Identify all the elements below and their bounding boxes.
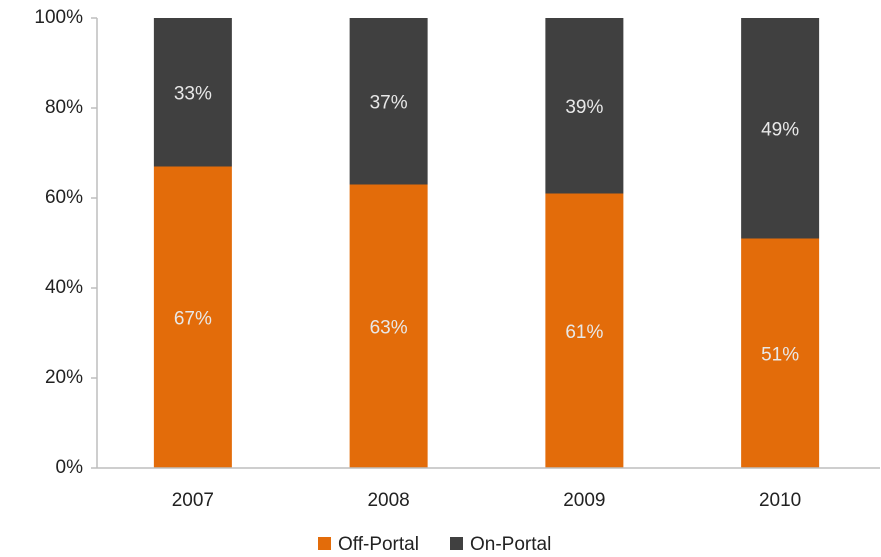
data-label: 67% — [174, 308, 212, 329]
x-tick-label: 2010 — [759, 490, 801, 511]
data-label: 39% — [565, 97, 603, 118]
data-label: 63% — [370, 317, 408, 338]
data-label: 49% — [761, 119, 799, 140]
legend-label: On-Portal — [470, 534, 551, 555]
legend-swatch — [450, 537, 463, 550]
data-label: 37% — [370, 92, 408, 113]
y-tick-label: 0% — [56, 457, 84, 478]
bar-segment — [153, 18, 232, 167]
data-label: 51% — [761, 344, 799, 365]
bar-segment — [741, 18, 820, 239]
y-tick-label: 40% — [45, 277, 83, 298]
x-tick-label: 2007 — [172, 490, 214, 511]
y-tick-label: 80% — [45, 97, 83, 118]
x-tick-label: 2008 — [367, 490, 409, 511]
bar-segment — [349, 18, 428, 185]
bar-segment — [545, 193, 624, 468]
y-tick-label: 60% — [45, 187, 83, 208]
data-label: 61% — [565, 322, 603, 343]
y-tick-label: 20% — [45, 367, 83, 388]
bar-segment — [545, 18, 624, 194]
y-tick-label: 100% — [34, 7, 83, 28]
data-label: 33% — [174, 83, 212, 104]
bar-segment — [741, 238, 820, 468]
bar-segment — [153, 166, 232, 468]
bar-segment — [349, 184, 428, 468]
legend-label: Off-Portal — [338, 534, 419, 555]
legend-swatch — [318, 537, 331, 550]
x-tick-label: 2009 — [563, 490, 605, 511]
